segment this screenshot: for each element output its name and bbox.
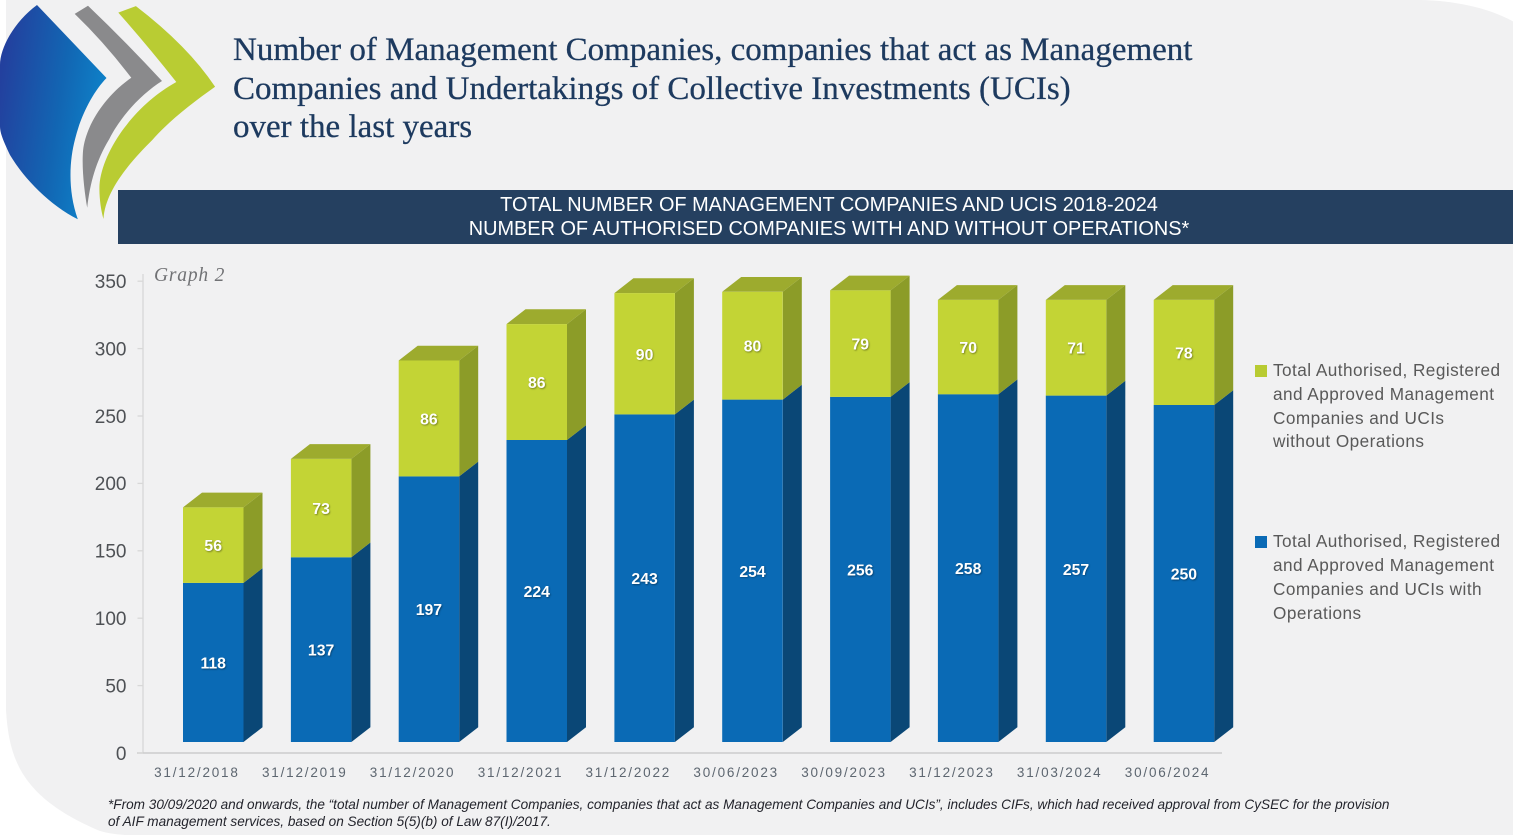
svg-text:200: 200 [95, 474, 127, 495]
svg-text:73: 73 [312, 501, 330, 518]
svg-text:118: 118 [200, 656, 226, 673]
svg-text:78: 78 [1175, 345, 1193, 362]
svg-text:350: 350 [95, 272, 127, 293]
svg-text:31/12/2020: 31/12/2020 [370, 765, 456, 780]
svg-text:100: 100 [95, 609, 127, 630]
svg-text:31/12/2019: 31/12/2019 [262, 765, 348, 780]
svg-text:197: 197 [416, 602, 443, 619]
svg-text:31/12/2018: 31/12/2018 [154, 765, 240, 780]
svg-text:254: 254 [739, 564, 766, 581]
svg-text:257: 257 [1063, 562, 1090, 579]
svg-text:50: 50 [105, 676, 126, 697]
svg-text:258: 258 [955, 561, 982, 578]
svg-text:31/12/2021: 31/12/2021 [478, 765, 564, 780]
svg-text:137: 137 [308, 643, 335, 660]
svg-text:30/06/2023: 30/06/2023 [693, 765, 779, 780]
svg-text:256: 256 [847, 563, 874, 580]
svg-text:80: 80 [744, 339, 762, 356]
svg-text:31/12/2023: 31/12/2023 [909, 765, 995, 780]
svg-text:86: 86 [528, 375, 546, 392]
svg-text:243: 243 [631, 571, 658, 588]
svg-text:224: 224 [524, 584, 551, 601]
svg-text:0: 0 [116, 744, 127, 765]
svg-text:56: 56 [204, 538, 222, 555]
svg-text:250: 250 [1171, 567, 1198, 584]
svg-text:86: 86 [420, 412, 438, 429]
svg-text:30/06/2024: 30/06/2024 [1125, 765, 1211, 780]
svg-text:31/03/2024: 31/03/2024 [1017, 765, 1103, 780]
svg-text:300: 300 [95, 339, 127, 360]
svg-text:90: 90 [636, 347, 654, 364]
svg-text:79: 79 [852, 337, 870, 354]
svg-text:30/09/2023: 30/09/2023 [801, 765, 887, 780]
svg-text:250: 250 [95, 407, 127, 428]
svg-text:71: 71 [1067, 341, 1085, 358]
svg-text:70: 70 [959, 340, 977, 357]
svg-text:150: 150 [95, 542, 127, 563]
svg-text:31/12/2022: 31/12/2022 [586, 765, 672, 780]
